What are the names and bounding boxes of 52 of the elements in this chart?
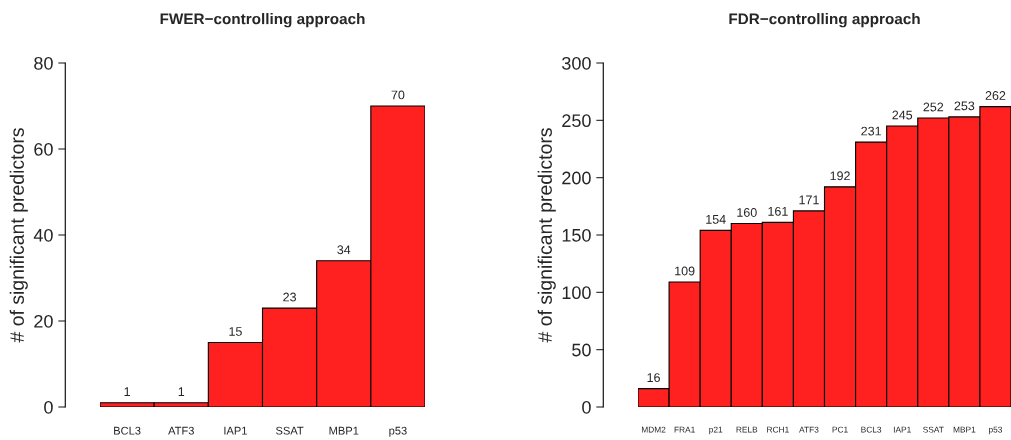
x-tick-label: MBP1 xyxy=(953,426,976,433)
data-label: 1 xyxy=(124,387,130,396)
x-tick-label: MDM2 xyxy=(641,426,666,433)
x-tick-label: SSAT xyxy=(923,426,944,433)
data-label: 154 xyxy=(706,215,726,224)
y-tick-label: 0 xyxy=(582,400,591,414)
y-axis-title: # of significant predictors xyxy=(9,128,28,343)
chart-title: FDR−controlling approach xyxy=(729,13,920,28)
x-tick-label: p53 xyxy=(389,426,407,437)
y-axis-title: # of significant predictors xyxy=(537,128,556,343)
data-label: 161 xyxy=(768,206,788,216)
data-label: 70 xyxy=(391,90,405,100)
y-tick-label: 200 xyxy=(562,171,591,185)
y-tick-label: 300 xyxy=(562,56,591,70)
y-tick-label: 20 xyxy=(34,314,53,328)
data-label: 23 xyxy=(283,292,296,302)
data-label: 109 xyxy=(675,266,695,276)
x-tick-label: IAP1 xyxy=(224,426,247,435)
x-tick-label: MBP1 xyxy=(329,426,359,435)
data-label: 15 xyxy=(229,327,242,336)
y-tick-label: 250 xyxy=(562,114,591,128)
y-tick-label: 100 xyxy=(562,286,591,300)
data-label: 252 xyxy=(923,102,944,112)
data-label: 253 xyxy=(954,101,975,111)
data-label: 16 xyxy=(647,373,660,383)
x-tick-label: RELB xyxy=(736,426,758,433)
y-tick-label: 0 xyxy=(44,400,53,414)
x-tick-label: RCH1 xyxy=(767,426,789,433)
data-label: 160 xyxy=(737,208,757,217)
data-label: 1 xyxy=(178,387,185,396)
x-tick-label: p53 xyxy=(989,426,1003,435)
x-tick-label: PC1 xyxy=(832,426,848,433)
y-tick-label: 50 xyxy=(572,343,591,357)
x-tick-label: p21 xyxy=(709,426,723,435)
data-label: 192 xyxy=(830,171,850,181)
y-tick-label: 40 xyxy=(33,228,53,242)
x-tick-label: FRA1 xyxy=(674,426,695,433)
data-label: 245 xyxy=(892,110,913,120)
data-label: 34 xyxy=(337,245,351,255)
data-label: 171 xyxy=(799,195,819,205)
x-tick-label: BCL3 xyxy=(114,426,141,435)
x-tick-label: SSAT xyxy=(275,426,304,435)
x-tick-label: ATF3 xyxy=(168,426,194,435)
chart-title: FWER−controlling approach xyxy=(160,13,365,28)
y-tick-label: 60 xyxy=(34,142,53,156)
x-tick-label: BCL3 xyxy=(861,426,882,433)
y-tick-label: 80 xyxy=(34,56,53,70)
x-tick-label: IAP1 xyxy=(893,426,911,433)
data-label: 231 xyxy=(861,126,881,136)
data-label: 262 xyxy=(985,91,1006,100)
x-tick-label: ATF3 xyxy=(799,426,819,433)
y-tick-label: 150 xyxy=(562,228,591,242)
